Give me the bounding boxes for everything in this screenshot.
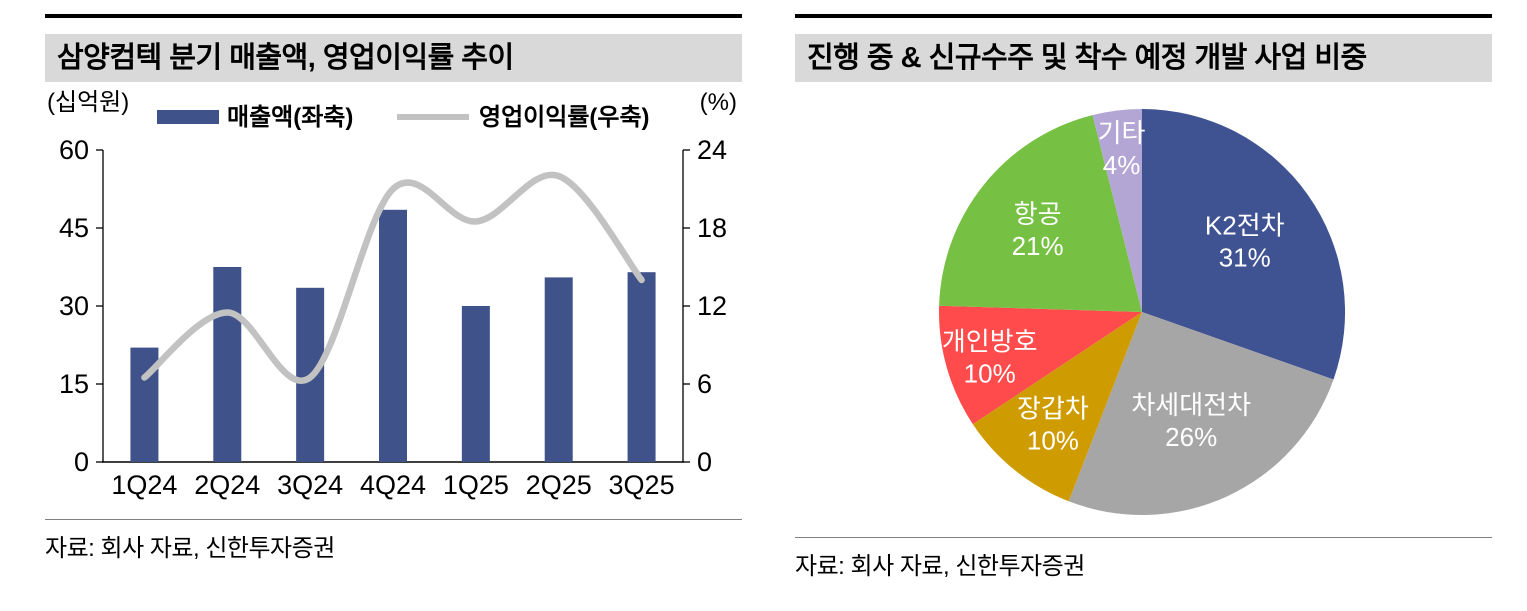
- svg-text:3Q24: 3Q24: [277, 470, 343, 500]
- source-divider-right: [795, 537, 1492, 538]
- svg-text:4Q24: 4Q24: [360, 470, 426, 500]
- svg-text:2Q25: 2Q25: [526, 470, 592, 500]
- revenue-chart-title: 삼양컴텍 분기 매출액, 영업이익률 추이: [45, 34, 742, 82]
- top-rule-left: [45, 14, 742, 18]
- source-divider-left: [45, 519, 742, 520]
- pie-chart-source: 자료: 회사 자료, 신한투자증권: [795, 553, 1085, 580]
- pie-chart-card: 진행 중 & 신규수주 및 착수 예정 개발 사업 비중 K2전차 31% 차세대전…: [795, 14, 1492, 611]
- pie-chart-title: 진행 중 & 신규수주 및 착수 예정 개발 사업 비중: [795, 34, 1492, 82]
- svg-text:(%): (%): [700, 89, 737, 116]
- svg-text:(십억원): (십억원): [47, 89, 129, 116]
- svg-text:장갑차: 장갑차: [1017, 394, 1089, 424]
- svg-text:0: 0: [697, 447, 712, 477]
- svg-text:차세대전차: 차세대전차: [1131, 390, 1251, 420]
- revenue-chart-card: 삼양컴텍 분기 매출액, 영업이익률 추이 (십억원) (%) 매출액(좌축) 영업이…: [45, 14, 742, 611]
- svg-text:15: 15: [59, 369, 89, 399]
- svg-text:1Q24: 1Q24: [111, 470, 177, 500]
- svg-text:매출액(좌축): 매출액(좌축): [227, 104, 353, 131]
- pie-chart-area: K2전차 31% 차세대전차 26% 장갑차 10% 개인방호 10% 항공 21% 기타 4%: [795, 84, 1492, 535]
- svg-text:10%: 10%: [964, 358, 1016, 388]
- svg-text:12: 12: [697, 291, 727, 321]
- svg-text:개인방호: 개인방호: [942, 326, 1038, 356]
- svg-text:기타: 기타: [1098, 118, 1146, 148]
- top-rule-right: [795, 14, 1492, 18]
- svg-text:31%: 31%: [1219, 242, 1271, 272]
- svg-text:6: 6: [697, 369, 712, 399]
- svg-text:4%: 4%: [1103, 150, 1141, 180]
- svg-text:10%: 10%: [1027, 426, 1079, 456]
- revenue-chart-svg: (십억원) (%) 매출액(좌축) 영업이익률(우축) 0 15 30 45 60 0 6 12 18 2…: [47, 89, 737, 500]
- revenue-chart-source: 자료: 회사 자료, 신한투자증권: [45, 535, 335, 562]
- revenue-chart-area: (십억원) (%) 매출액(좌축) 영업이익률(우축) 0 15 30 45 60 0 6 12 18 2…: [45, 84, 742, 517]
- svg-text:45: 45: [59, 213, 89, 243]
- svg-text:21%: 21%: [1012, 231, 1064, 261]
- svg-text:영업이익률(우축): 영업이익률(우축): [479, 104, 650, 131]
- svg-text:26%: 26%: [1165, 422, 1217, 452]
- svg-text:24: 24: [697, 135, 727, 165]
- svg-text:3Q25: 3Q25: [609, 470, 675, 500]
- svg-text:항공: 항공: [1014, 199, 1062, 229]
- svg-text:0: 0: [74, 447, 89, 477]
- svg-text:30: 30: [59, 291, 89, 321]
- svg-text:K2전차: K2전차: [1205, 210, 1285, 240]
- svg-text:60: 60: [59, 135, 89, 165]
- svg-text:1Q25: 1Q25: [443, 470, 509, 500]
- svg-text:2Q24: 2Q24: [194, 470, 260, 500]
- svg-text:18: 18: [697, 213, 727, 243]
